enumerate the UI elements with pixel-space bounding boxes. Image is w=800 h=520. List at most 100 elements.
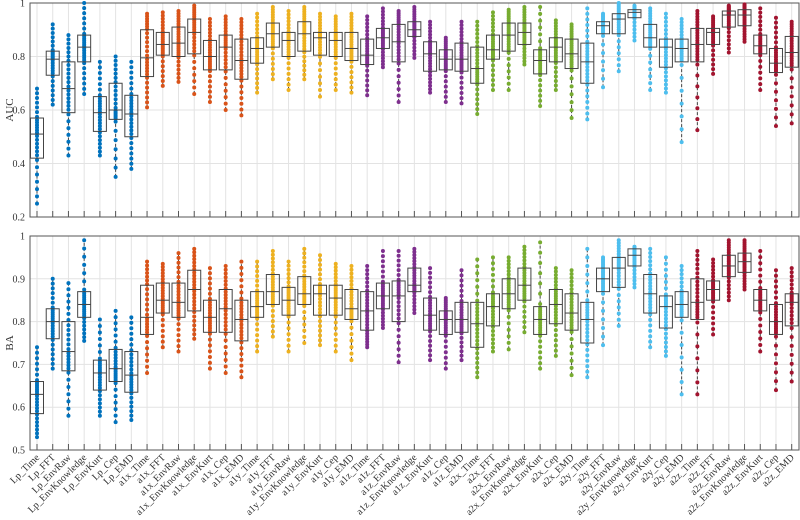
data-point — [553, 74, 558, 79]
data-point — [428, 280, 433, 285]
box-a2x_EMD — [564, 22, 579, 121]
data-point — [396, 30, 401, 35]
data-point — [569, 351, 574, 356]
data-point — [569, 315, 574, 320]
data-point — [632, 244, 637, 249]
data-point — [145, 267, 150, 272]
data-point — [538, 78, 543, 83]
data-point — [616, 51, 621, 56]
box-iqr — [485, 34, 500, 60]
data-point — [569, 22, 574, 27]
data-point — [396, 263, 401, 268]
data-point — [270, 285, 275, 290]
data-point — [333, 308, 338, 313]
data-point — [396, 312, 401, 317]
data-point — [695, 62, 700, 67]
data-point — [380, 316, 385, 321]
data-point — [695, 287, 700, 292]
data-point — [601, 51, 606, 56]
data-point — [616, 69, 621, 74]
data-point — [270, 264, 275, 269]
data-point — [160, 83, 165, 88]
data-point — [490, 293, 495, 298]
data-point — [192, 299, 197, 304]
box-iqr — [580, 42, 595, 84]
data-point — [113, 97, 118, 102]
data-point — [695, 95, 700, 100]
data-point — [585, 64, 590, 69]
data-point — [585, 347, 590, 352]
y-tick-label: 0.6 — [13, 403, 26, 414]
box-iqr — [706, 27, 721, 45]
data-point — [239, 284, 244, 289]
box-iqr — [218, 34, 233, 71]
data-point — [223, 50, 228, 55]
data-point — [35, 361, 39, 366]
data-point — [97, 118, 102, 123]
y-tick-label: 0.2 — [13, 213, 26, 224]
data-point — [711, 316, 716, 321]
data-point — [160, 264, 165, 269]
data-point — [223, 17, 228, 22]
box-iqr — [124, 94, 139, 138]
data-point — [333, 349, 338, 354]
data-point — [286, 87, 291, 92]
data-point — [396, 280, 401, 285]
data-point — [585, 326, 590, 331]
data-point — [679, 20, 684, 25]
data-point — [711, 257, 716, 262]
data-point — [522, 320, 527, 325]
data-point — [443, 79, 448, 84]
box-a1x_Time — [140, 259, 155, 375]
box-a2y_EnvKnowledge — [627, 3, 642, 43]
data-point — [239, 357, 244, 362]
box-a2y_FFT — [596, 11, 611, 90]
data-point — [66, 50, 71, 55]
data-point — [616, 293, 621, 298]
data-point — [50, 43, 55, 48]
data-point — [82, 81, 87, 86]
data-point — [160, 10, 165, 15]
data-point — [97, 115, 102, 120]
data-point — [758, 267, 763, 272]
data-point — [223, 23, 228, 28]
data-point — [50, 366, 55, 371]
data-point — [365, 83, 370, 88]
data-point — [145, 44, 150, 49]
data-point — [365, 319, 370, 324]
data-point — [695, 380, 700, 385]
data-point — [459, 36, 464, 41]
box-Lp_EnvKurt — [92, 317, 107, 418]
data-point — [223, 302, 228, 307]
data-point — [679, 284, 684, 289]
data-point — [475, 54, 480, 59]
data-point — [286, 82, 291, 87]
box-a1y_EnvKurt — [313, 253, 328, 348]
data-point — [490, 63, 495, 68]
data-point — [616, 63, 621, 68]
data-point — [82, 21, 87, 26]
data-point — [522, 270, 527, 275]
data-point — [679, 276, 684, 281]
data-point — [349, 275, 354, 280]
box-iqr — [706, 280, 721, 301]
data-point — [663, 267, 668, 272]
data-point — [302, 287, 307, 292]
box-iqr — [517, 22, 532, 45]
data-point — [160, 285, 165, 290]
data-point — [396, 304, 401, 309]
data-point — [679, 140, 684, 145]
data-point — [50, 35, 55, 40]
data-point — [176, 270, 181, 275]
data-point — [773, 304, 778, 309]
data-point — [270, 314, 275, 319]
data-point — [679, 272, 684, 277]
box-iqr — [265, 22, 280, 48]
data-point — [616, 45, 621, 50]
data-point — [50, 26, 55, 31]
data-point — [223, 323, 228, 328]
data-point — [176, 338, 181, 343]
data-point — [145, 324, 150, 329]
data-point — [396, 347, 401, 352]
data-point — [726, 46, 731, 51]
